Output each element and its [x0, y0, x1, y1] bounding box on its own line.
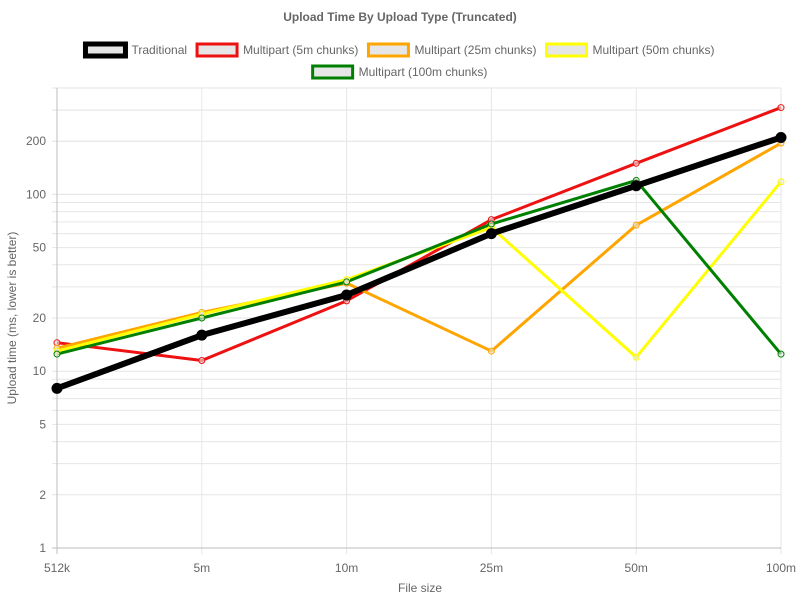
y-tick-label: 100 — [26, 187, 46, 201]
legend-item[interactable]: Multipart (25m chunks) — [366, 42, 536, 58]
data-point[interactable] — [630, 180, 642, 192]
data-point[interactable] — [777, 104, 785, 112]
data-point[interactable] — [485, 228, 497, 240]
x-tick-label: 100m — [766, 561, 796, 575]
data-point[interactable] — [196, 329, 208, 341]
data-point[interactable] — [632, 159, 640, 167]
x-tick-label: 5m — [193, 561, 210, 575]
series-line — [55, 134, 782, 392]
x-axis-title: File size — [398, 581, 442, 595]
data-point[interactable] — [343, 278, 351, 286]
legend-label: Multipart (25m chunks) — [414, 43, 536, 57]
data-point[interactable] — [632, 353, 640, 361]
legend-item[interactable]: Multipart (5m chunks) — [195, 42, 358, 58]
legend-swatch — [366, 42, 410, 58]
y-tick-label: 20 — [33, 311, 47, 325]
y-tick-label: 50 — [33, 241, 47, 255]
series-line — [56, 180, 783, 359]
data-point[interactable] — [487, 347, 495, 355]
y-tick-label: 2 — [39, 488, 46, 502]
series-points — [51, 104, 787, 394]
legend-swatch — [311, 64, 355, 80]
y-axis-title: Upload time (ms, lower is better) — [5, 232, 19, 405]
data-point[interactable] — [198, 314, 206, 322]
legend-swatch — [195, 42, 239, 58]
legend-item[interactable]: Multipart (100m chunks) — [311, 64, 488, 80]
data-point[interactable] — [198, 356, 206, 364]
series-line — [56, 106, 782, 362]
legend-item[interactable]: Multipart (50m chunks) — [544, 42, 715, 58]
legend-swatch — [82, 41, 128, 59]
y-tick-label: 1 — [39, 541, 46, 555]
data-point[interactable] — [777, 350, 785, 358]
legend-swatch — [544, 42, 588, 58]
y-tick-label: 5 — [39, 417, 46, 431]
y-axis-ticks: 1 2 5 10 20 50 100 200 — [26, 134, 46, 555]
x-tick-label: 50m — [625, 561, 648, 575]
legend-label: Multipart (5m chunks) — [243, 43, 358, 57]
data-point[interactable] — [51, 382, 63, 394]
data-point[interactable] — [53, 350, 61, 358]
data-point[interactable] — [487, 220, 495, 228]
legend: Traditional Multipart (5m chunks) Multipar… — [82, 41, 715, 80]
legend-label: Traditional — [131, 43, 187, 57]
data-point[interactable] — [775, 131, 787, 143]
x-tick-label: 25m — [480, 561, 503, 575]
x-axis-ticks: 512k 5m 10m 25m 50m 100m — [44, 561, 796, 575]
x-tick-label: 512k — [44, 561, 71, 575]
series-line — [56, 178, 783, 356]
y-tick-label: 10 — [33, 364, 47, 378]
chart-title: Upload Time By Upload Type (Truncated) — [283, 10, 517, 24]
data-point[interactable] — [632, 221, 640, 229]
data-point[interactable] — [341, 289, 353, 301]
series-lines — [55, 106, 783, 392]
y-tick-label: 200 — [26, 134, 46, 148]
data-point[interactable] — [777, 178, 785, 186]
legend-label: Multipart (50m chunks) — [592, 43, 714, 57]
legend-label: Multipart (100m chunks) — [359, 65, 488, 79]
legend-item[interactable]: Traditional — [82, 41, 187, 59]
x-tick-label: 10m — [335, 561, 358, 575]
